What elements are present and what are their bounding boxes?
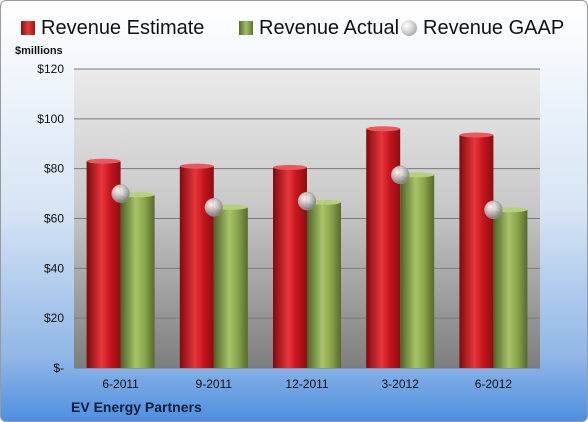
x-tick-label: 12-2011 [285,377,328,391]
x-tick-label: 9-2011 [196,377,233,391]
marker-revenue-gaap [111,184,130,203]
bar-cap-revenue-estimate [366,126,401,132]
y-axis: $- $20 $40 $60 $80 $100 $120 [37,62,64,375]
x-tick-label: 3-2012 [382,377,420,391]
x-tick-label: 6-2011 [102,377,139,391]
marker-revenue-gaap [390,165,410,185]
bar-revenue-actual [120,194,155,368]
legend-item-gaap: Revenue GAAP [401,15,564,41]
marker-revenue-gaap [297,191,317,211]
bar-revenue-actual [307,202,341,368]
bar-revenue-estimate [366,128,401,368]
legend-swatch-estimate [21,21,35,35]
y-tick-label: $20 [44,311,64,325]
legend-item-actual: Revenue Actual [239,15,399,41]
gaap-markers [111,165,503,220]
bar-revenue-estimate [459,135,494,368]
bar-cap-revenue-estimate [86,158,121,164]
units-label: $millions [15,45,63,57]
legend-label-gaap: Revenue GAAP [423,16,565,39]
legend-item-estimate: Revenue Estimate [21,15,204,41]
marker-revenue-gaap [484,200,503,220]
y-tick-label: $80 [44,162,64,176]
bar-cap-revenue-estimate [459,132,494,138]
bar-revenue-actual [213,207,248,368]
legend-swatch-actual [239,21,253,35]
x-axis: 6-2011 9-2011 12-2011 3-2012 6-2012 [102,377,512,391]
x-tick-label: 6-2012 [475,377,513,391]
legend-label-actual: Revenue Actual [259,16,400,39]
legend-swatch-gaap [401,20,417,36]
bar-revenue-actual [400,174,435,368]
bar-revenue-estimate [179,166,214,368]
marker-revenue-gaap [204,198,224,217]
y-tick-label: $100 [37,112,64,126]
bar-cap-revenue-estimate [273,164,307,170]
y-tick-label: $60 [44,212,64,226]
bar-cap-revenue-estimate [179,163,214,169]
company-name: EV Energy Partners [71,399,202,415]
y-tick-label: $40 [44,261,64,275]
y-tick-label: $120 [37,62,64,76]
bar-revenue-actual [493,209,528,368]
y-tick-label: $- [53,361,64,375]
bars [86,126,528,368]
legend-label-estimate: Revenue Estimate [41,16,205,39]
legend: Revenue Estimate Revenue Actual Revenue … [21,15,577,41]
